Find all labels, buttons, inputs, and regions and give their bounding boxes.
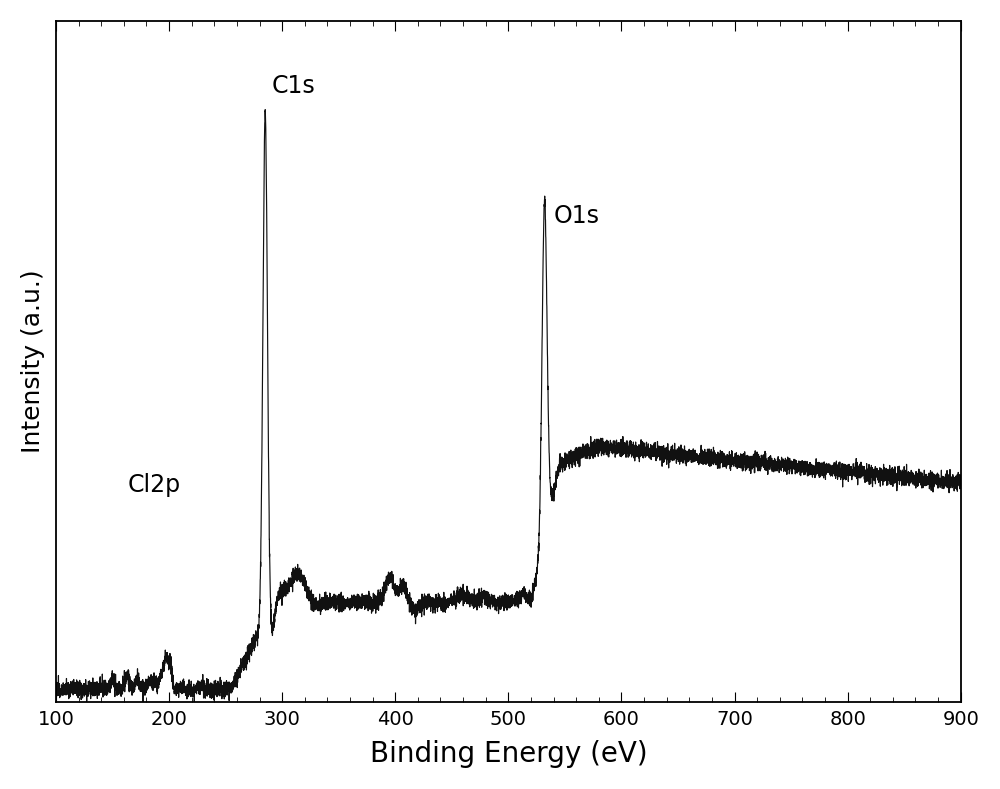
Text: O1s: O1s: [554, 204, 600, 228]
Y-axis label: Intensity (a.u.): Intensity (a.u.): [21, 270, 45, 453]
Text: C1s: C1s: [272, 74, 316, 98]
Text: Cl2p: Cl2p: [127, 473, 180, 497]
X-axis label: Binding Energy (eV): Binding Energy (eV): [370, 740, 647, 768]
